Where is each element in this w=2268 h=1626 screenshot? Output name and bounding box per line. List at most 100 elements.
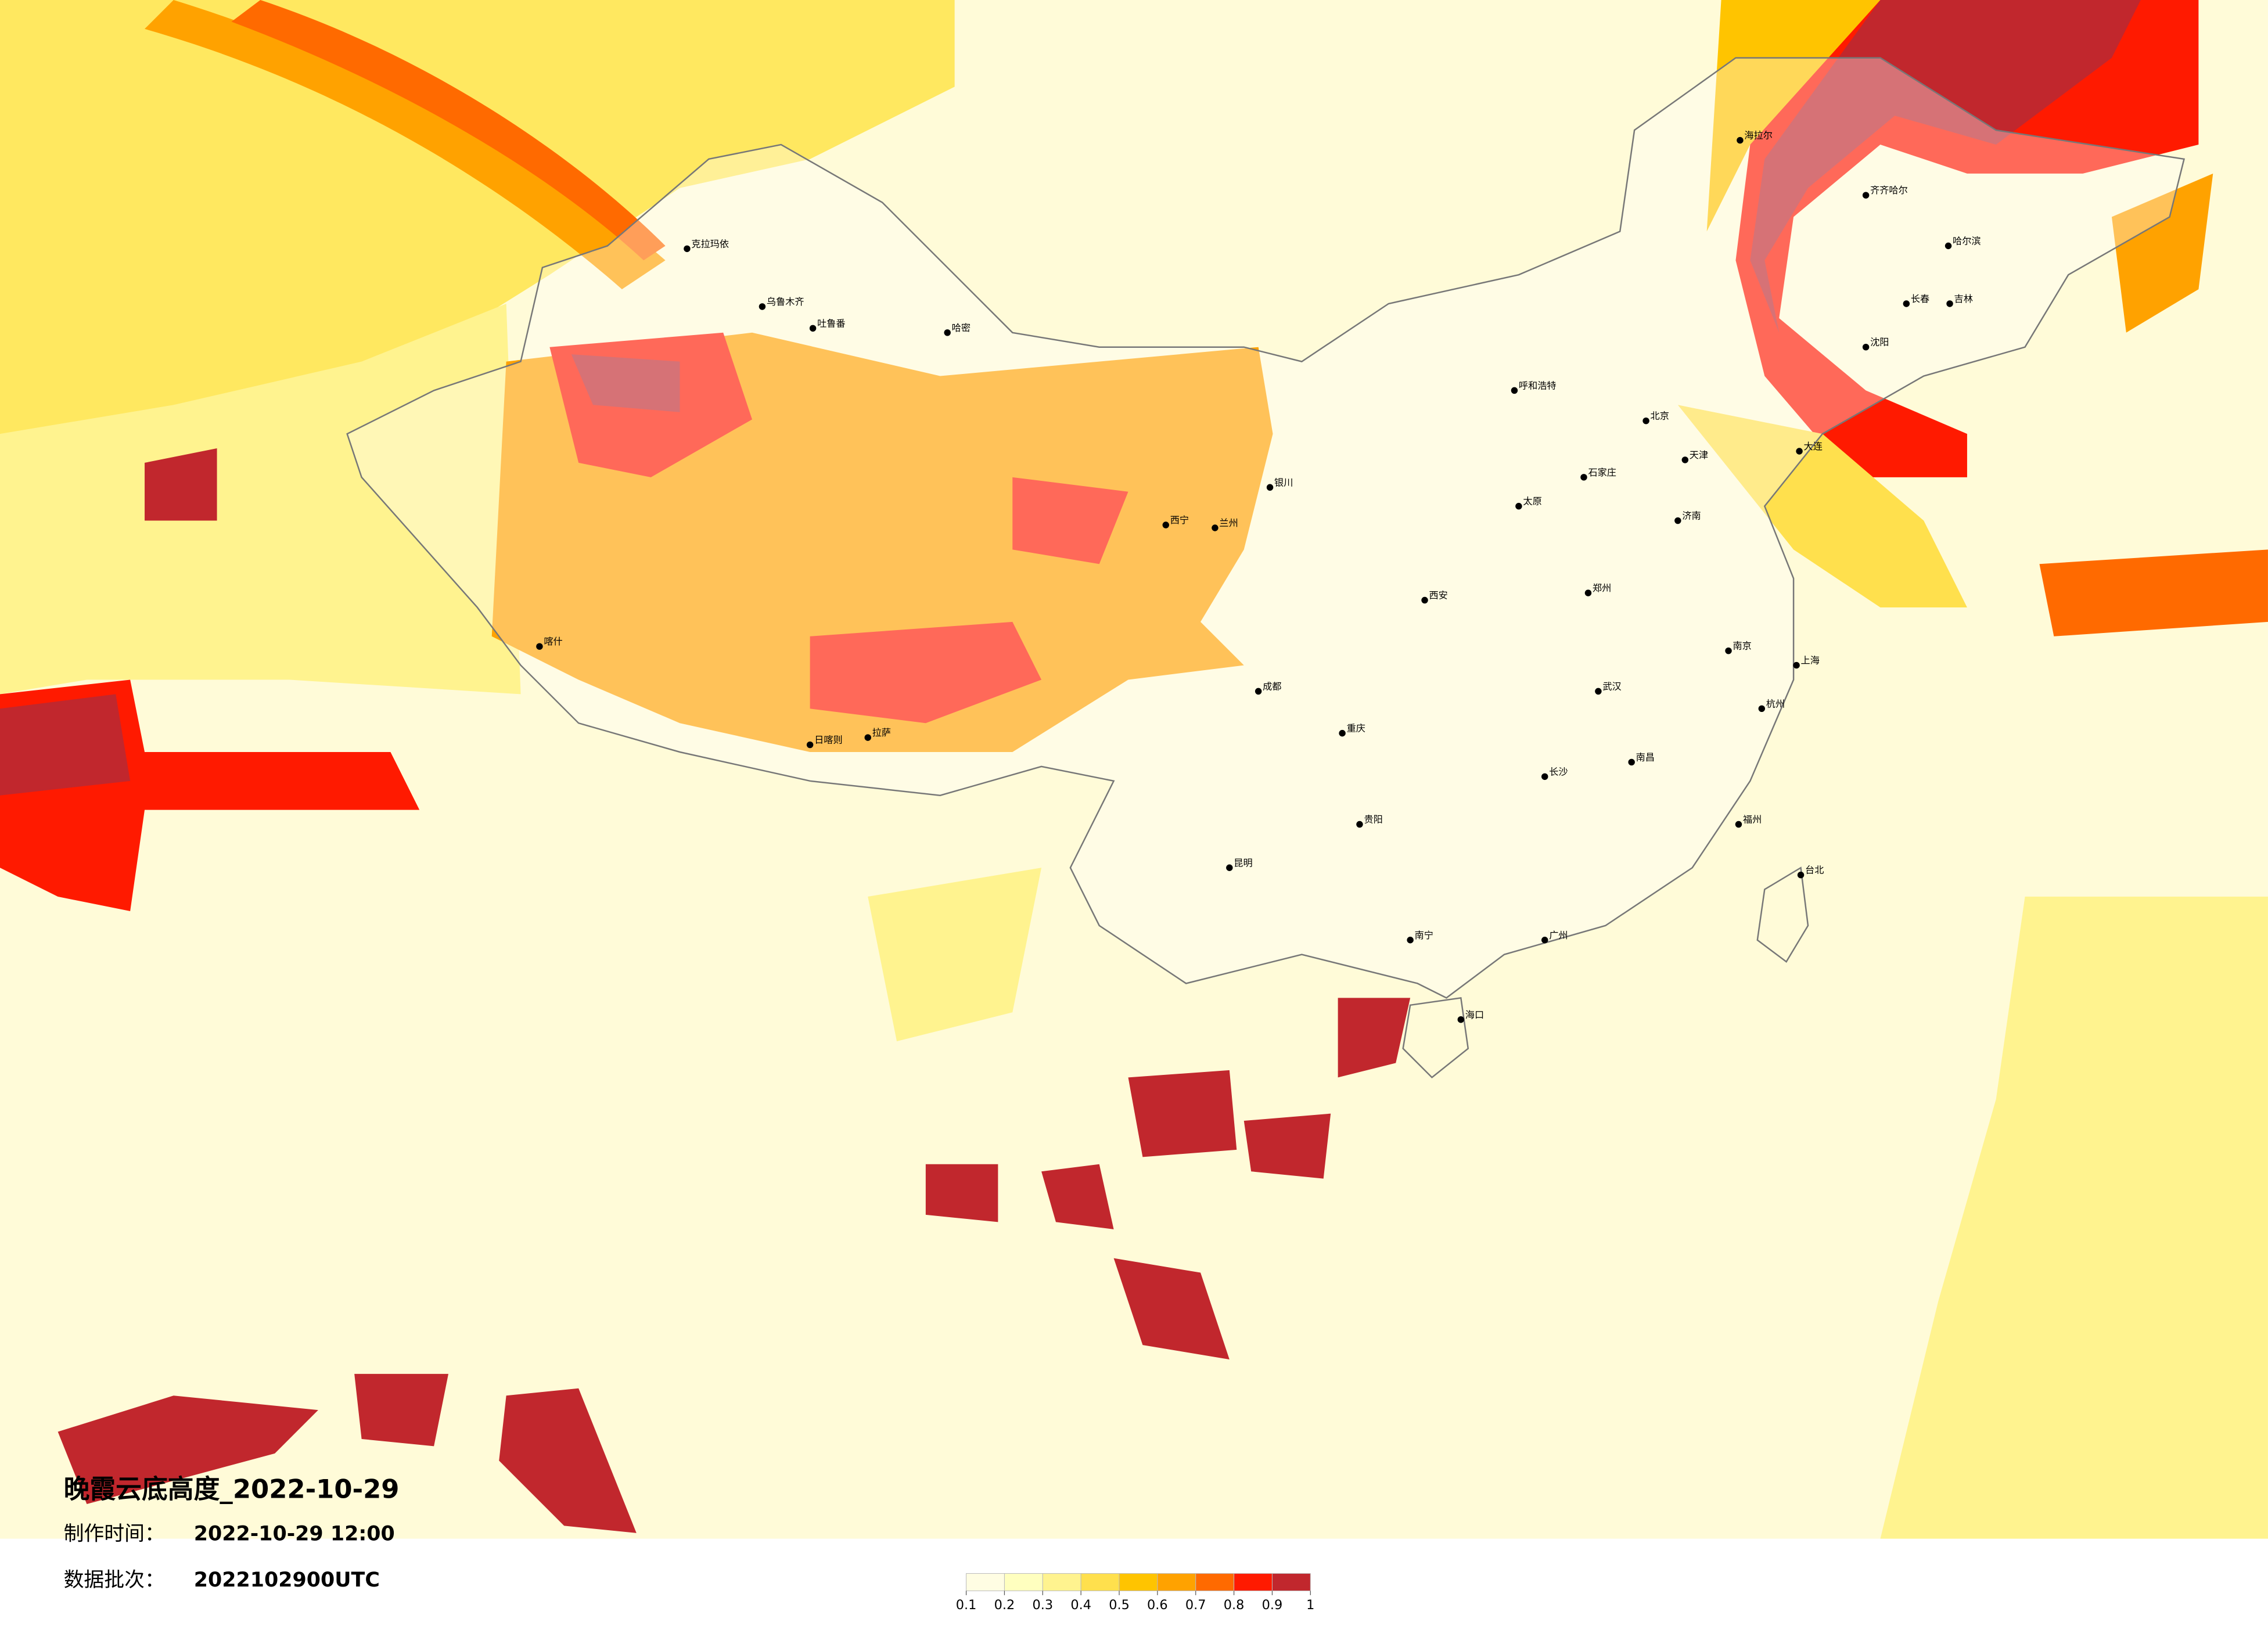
city-dot — [1580, 474, 1587, 481]
city-dot — [1212, 524, 1219, 531]
city-dot — [1797, 871, 1805, 879]
city-dot — [1735, 821, 1742, 828]
city-label: 哈尔滨 — [1953, 235, 1981, 246]
city-dot — [1162, 521, 1169, 528]
city-label: 杭州 — [1766, 698, 1785, 709]
city-dot — [1903, 300, 1910, 307]
city-dot — [1584, 589, 1592, 596]
city-label: 西安 — [1429, 590, 1448, 601]
city-label: 海口 — [1465, 1009, 1484, 1020]
colorbar-swatch — [1042, 1573, 1081, 1591]
city-dot — [1737, 136, 1744, 144]
island-border — [1756, 866, 1809, 963]
colorbar-tick-label: 0.8 — [1224, 1598, 1245, 1613]
city-label: 南昌 — [1636, 751, 1655, 762]
city-dot — [1674, 517, 1681, 524]
city-dot — [1339, 729, 1346, 737]
city-label: 南宁 — [1415, 930, 1433, 941]
production-label: 制作时间： — [64, 1522, 165, 1545]
city-dot — [1356, 821, 1363, 828]
city-label: 福州 — [1743, 814, 1762, 825]
island-border — [1402, 997, 1469, 1079]
city-label: 武汉 — [1602, 681, 1621, 692]
city-dot — [536, 643, 543, 650]
map-title: 晚霞云底高度_2022-10-29 — [64, 1474, 400, 1505]
city-dot — [1511, 387, 1518, 394]
city-dot — [1793, 661, 1800, 669]
city-dot — [1642, 417, 1649, 425]
city-dot — [1421, 596, 1428, 604]
city-dot — [1796, 448, 1803, 455]
city-dot — [759, 303, 766, 310]
production-time: 2022-10-29 12:00 — [194, 1522, 395, 1545]
colorbar-swatch — [1004, 1573, 1043, 1591]
city-label: 北京 — [1651, 411, 1669, 422]
city-label: 拉萨 — [872, 727, 891, 738]
city-dot — [864, 734, 871, 741]
city-label: 吉林 — [1954, 293, 1973, 304]
city-label: 长沙 — [1549, 766, 1568, 777]
city-dot — [1266, 484, 1274, 491]
city-dot — [1862, 192, 1870, 199]
city-label: 银川 — [1274, 477, 1293, 488]
colorbar-tick-label: 0.2 — [994, 1598, 1015, 1613]
city-dot — [1457, 1016, 1465, 1023]
colorbar-swatch — [966, 1573, 1005, 1591]
colorbar-tick-label: 0.5 — [1109, 1598, 1130, 1613]
city-label: 成都 — [1263, 681, 1281, 692]
colorbar: 0.1 0.2 0.3 0.4 0.5 0.6 0.7 0.8 0.9 1 — [956, 1573, 1314, 1613]
colorbar-tick-label: 0.3 — [1032, 1598, 1053, 1613]
city-dot — [1681, 456, 1689, 463]
colorbar-swatch — [1080, 1573, 1120, 1591]
colorbar-tick-label: 0.1 — [956, 1598, 977, 1613]
city-label: 台北 — [1805, 865, 1824, 876]
city-label: 贵阳 — [1364, 814, 1382, 825]
city-dot — [1946, 300, 1953, 307]
colorbar-swatch — [1195, 1573, 1235, 1591]
city-label: 喀什 — [544, 636, 562, 647]
colorbar-swatch — [1157, 1573, 1196, 1591]
colorbar-swatch — [1234, 1573, 1273, 1591]
city-dot — [1758, 705, 1766, 713]
colorbar-tick-label: 0.4 — [1070, 1598, 1091, 1613]
colorbar-tick-label: 1 — [1306, 1598, 1314, 1613]
city-dot — [1541, 773, 1548, 780]
city-dot — [1226, 864, 1233, 871]
batch-value: 2022102900UTC — [194, 1569, 380, 1592]
city-label: 沈阳 — [1870, 337, 1889, 348]
batch-label: 数据批次： — [64, 1569, 165, 1592]
city-label: 昆明 — [1234, 857, 1252, 868]
city-label: 重庆 — [1347, 723, 1365, 734]
city-dot — [1541, 937, 1548, 944]
city-label: 上海 — [1801, 655, 1820, 666]
city-label: 西宁 — [1170, 515, 1189, 526]
city-dot — [1628, 758, 1635, 766]
city-dot — [806, 741, 814, 749]
colorbar-tick-label: 0.7 — [1185, 1598, 1206, 1613]
city-label: 呼和浩特 — [1519, 380, 1557, 391]
city-label: 大连 — [1804, 441, 1823, 452]
cloud-field — [0, 0, 2268, 1539]
country-border — [346, 57, 2186, 999]
city-label: 济南 — [1682, 510, 1701, 521]
city-label: 郑州 — [1593, 582, 1611, 593]
city-label: 齐齐哈尔 — [1870, 185, 1908, 196]
city-dot — [684, 245, 691, 253]
colorbar-swatch — [1271, 1573, 1311, 1591]
city-dot — [1255, 688, 1262, 695]
city-dot — [944, 329, 951, 336]
city-dot — [1862, 343, 1870, 351]
colorbar-tick-label: 0.6 — [1147, 1598, 1168, 1613]
city-label: 哈密 — [952, 322, 971, 333]
city-label: 南京 — [1733, 641, 1751, 652]
city-label: 长春 — [1911, 293, 1929, 304]
city-label: 兰州 — [1219, 517, 1238, 528]
city-dot — [1407, 937, 1414, 944]
city-label: 天津 — [1690, 449, 1708, 461]
colorbar-swatch — [1119, 1573, 1158, 1591]
city-label: 石家庄 — [1588, 467, 1616, 478]
city-dot — [1725, 647, 1732, 654]
city-label: 广州 — [1549, 930, 1568, 941]
